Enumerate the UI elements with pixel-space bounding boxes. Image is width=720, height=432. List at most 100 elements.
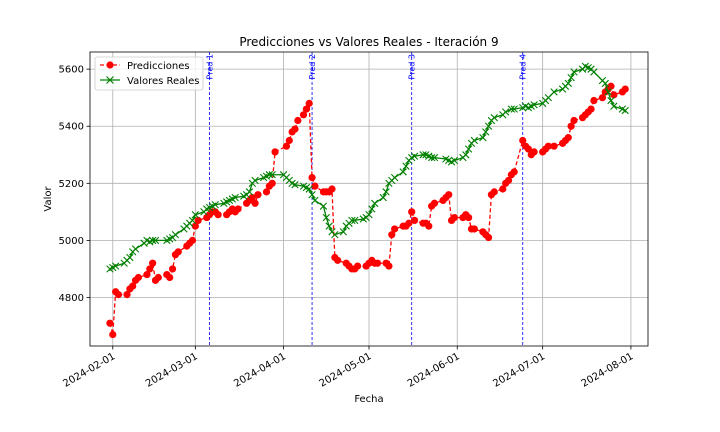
data-point (482, 128, 490, 136)
data-point (464, 145, 473, 153)
x-axis-label: Fecha (354, 394, 383, 405)
data-point (484, 233, 493, 242)
data-point (408, 208, 416, 216)
y-tick-label: 5600 (59, 65, 84, 76)
data-point (405, 219, 413, 227)
data-point (621, 85, 629, 93)
data-point (148, 236, 157, 245)
vertical-markers: Pred 1 Pred 2 Pred 3 Pred 4 (206, 52, 528, 346)
data-point (248, 193, 256, 202)
data-point (106, 319, 114, 327)
data-point (510, 105, 518, 113)
prediction-marker-label: Pred 4 (519, 54, 528, 79)
data-point (399, 168, 407, 176)
legend-label-valores-reales: Valores Reales (127, 76, 199, 87)
data-point (214, 211, 222, 219)
data-point (587, 105, 595, 113)
data-point (319, 202, 328, 210)
data-point (371, 199, 379, 207)
data-point (610, 91, 618, 99)
data-point (391, 225, 399, 233)
data-point (268, 171, 276, 179)
data-point (604, 88, 612, 96)
data-point (271, 148, 279, 156)
data-point (484, 122, 493, 130)
data-point (524, 145, 533, 153)
data-point (450, 156, 459, 165)
data-point (191, 211, 200, 219)
data-point (544, 93, 553, 102)
y-tick-label: 4800 (59, 293, 84, 304)
data-point (490, 188, 498, 196)
data-point (610, 102, 618, 110)
data-point (368, 205, 376, 213)
data-point (302, 105, 310, 113)
data-point (325, 222, 333, 230)
data-point (308, 173, 316, 182)
data-point (131, 245, 140, 253)
data-point (365, 211, 373, 219)
data-point (268, 179, 276, 187)
data-point (305, 99, 313, 107)
data-point (425, 222, 433, 230)
y-tick-label: 5000 (59, 236, 84, 247)
data-point (291, 125, 299, 133)
data-point (445, 191, 453, 199)
data-point (265, 171, 274, 179)
data-point (254, 191, 262, 199)
data-point (231, 193, 239, 202)
data-point (305, 185, 313, 193)
data-point (465, 213, 473, 222)
data-point (174, 248, 182, 256)
prediction-marker-label: Pred 1 (206, 54, 215, 79)
data-point (550, 88, 558, 96)
prediction-marker-label: Pred 2 (308, 54, 317, 79)
data-point (621, 106, 629, 115)
data-point (470, 225, 478, 233)
data-point (188, 216, 197, 225)
data-point (598, 94, 607, 102)
legend: Predicciones Valores Reales (94, 56, 204, 91)
data-point (607, 82, 615, 90)
data-point (550, 142, 558, 150)
data-point (530, 101, 538, 109)
data-point (123, 291, 131, 299)
data-point (430, 199, 439, 207)
data-point (348, 216, 356, 225)
data-point (331, 230, 339, 239)
data-point (154, 273, 162, 282)
data-point (114, 291, 123, 299)
data-point (607, 96, 615, 105)
data-point (129, 282, 137, 290)
prediction-marker-label: Pred 3 (408, 54, 417, 79)
data-point (590, 68, 598, 76)
data-point (262, 188, 271, 196)
data-point (351, 216, 359, 225)
grid (90, 52, 648, 346)
data-point (146, 265, 154, 273)
data-point (191, 222, 199, 230)
data-point (251, 176, 259, 185)
legend-label-predicciones: Predicciones (127, 61, 190, 72)
data-point (149, 259, 157, 267)
data-point (311, 196, 319, 205)
data-point (450, 213, 459, 222)
y-axis-label: Valor (43, 186, 54, 212)
legend-box (94, 56, 204, 91)
data-point (501, 108, 510, 116)
data-point (564, 134, 572, 142)
data-point (570, 68, 578, 76)
y-tick-label: 5400 (59, 122, 84, 133)
data-point (134, 273, 142, 282)
data-point (308, 191, 316, 199)
data-point (379, 193, 387, 202)
data-point (111, 262, 120, 270)
data-point (499, 185, 507, 193)
data-point (291, 181, 299, 189)
data-point (251, 199, 259, 207)
data-point (519, 136, 527, 145)
data-point (462, 151, 470, 159)
data-point (470, 136, 479, 145)
data-point (334, 256, 342, 264)
